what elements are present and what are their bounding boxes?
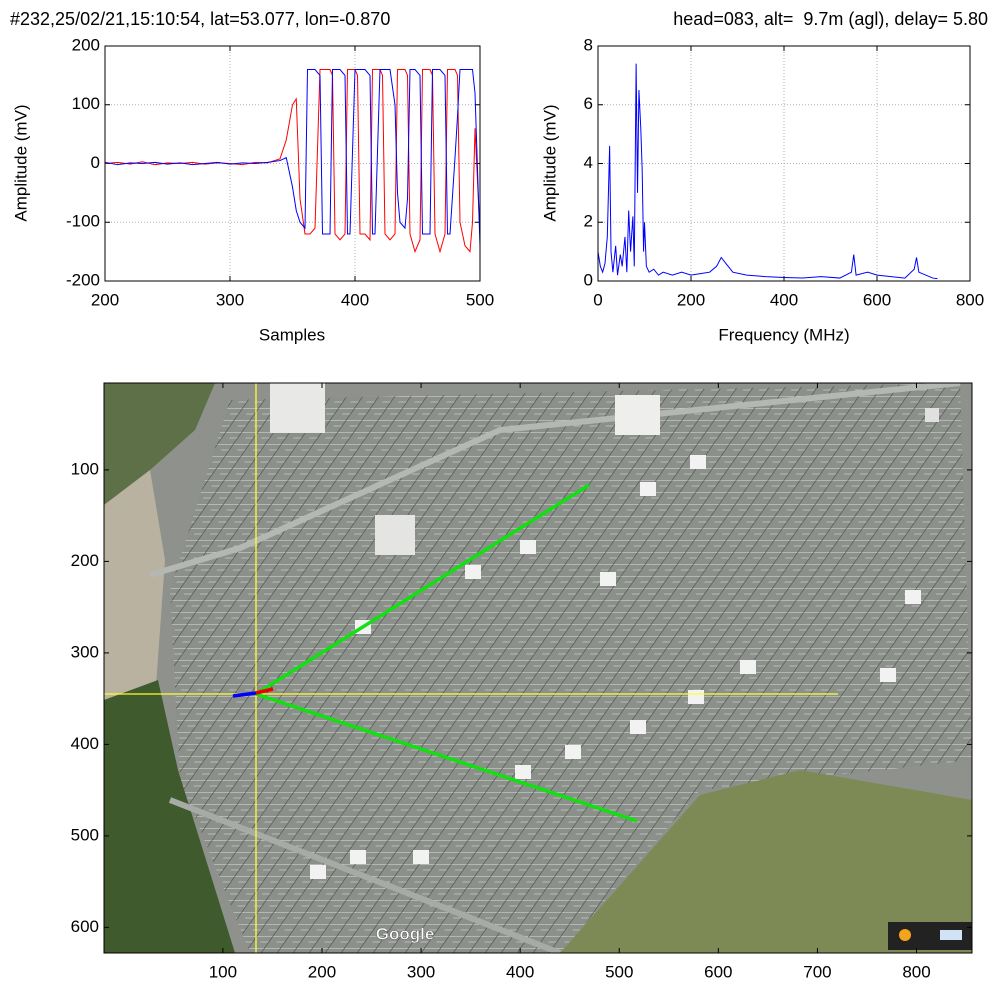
x-tick-label: 400 [341, 290, 369, 309]
x-axis-label: Frequency (MHz) [718, 325, 849, 344]
x-tick-label: 600 [704, 962, 732, 981]
y-tick-label: 0 [584, 270, 593, 289]
building [690, 455, 706, 469]
y-tick-label: 0 [91, 153, 100, 172]
x-tick-label: 200 [91, 290, 119, 309]
x-tick-label: 500 [605, 962, 633, 981]
x-tick-label: 800 [956, 290, 984, 309]
x-tick-label: 800 [902, 962, 930, 981]
building [740, 660, 756, 674]
chart-title: #232,25/02/21,15:10:54, lat=53.077, lon=… [10, 9, 390, 29]
pegman-icon[interactable] [899, 929, 911, 941]
x-axis-label: Samples [259, 325, 325, 344]
x-tick-label: 0 [593, 290, 602, 309]
chart-title: head=083, alt= 9.7m (agl), delay= 5.80 [673, 9, 988, 29]
y-tick-label: 600 [71, 917, 99, 936]
y-tick-label: 200 [71, 551, 99, 570]
y-tick-label: 4 [584, 153, 593, 172]
building [350, 850, 366, 864]
map-watermark: Google [376, 924, 435, 943]
building [600, 572, 616, 586]
y-tick-label: 400 [71, 734, 99, 753]
y-tick-label: 8 [584, 35, 593, 54]
x-tick-label: 500 [466, 290, 494, 309]
y-tick-label: 100 [72, 94, 100, 113]
x-tick-label: 400 [770, 290, 798, 309]
y-tick-label: 500 [71, 825, 99, 844]
y-tick-label: 2 [584, 212, 593, 231]
building [520, 540, 536, 554]
y-tick-label: 100 [71, 459, 99, 478]
map-grid-icon[interactable] [925, 408, 939, 422]
x-tick-label: 200 [677, 290, 705, 309]
building [615, 395, 660, 435]
x-tick-label: 600 [863, 290, 891, 309]
building [375, 515, 415, 555]
y-axis-label: Amplitude (mV) [11, 104, 30, 221]
building [880, 668, 896, 682]
building [310, 865, 326, 879]
satellite-map: Google [104, 383, 972, 953]
y-tick-label: -200 [66, 270, 100, 289]
x-tick-label: 300 [407, 962, 435, 981]
building [565, 745, 581, 759]
y-tick-label: -100 [66, 212, 100, 231]
building [270, 383, 325, 433]
map-thumbnail[interactable] [940, 930, 962, 940]
y-tick-label: 300 [71, 642, 99, 661]
building [413, 850, 429, 864]
building [905, 590, 921, 604]
building [630, 720, 646, 734]
x-tick-label: 100 [209, 962, 237, 981]
figure: Google #232,25/02/21,15:10:54, lat=53.07… [0, 0, 992, 990]
x-tick-label: 200 [308, 962, 336, 981]
x-tick-label: 700 [803, 962, 831, 981]
y-tick-label: 6 [584, 94, 593, 113]
building [688, 690, 704, 704]
y-tick-label: 200 [72, 35, 100, 54]
building [640, 482, 656, 496]
x-tick-label: 400 [506, 962, 534, 981]
x-tick-label: 300 [216, 290, 244, 309]
y-axis-label: Amplitude (mV) [540, 104, 559, 221]
page: {"chart_data": [ {"type": "line", "title… [0, 0, 992, 990]
building [515, 765, 531, 779]
building [465, 565, 481, 579]
